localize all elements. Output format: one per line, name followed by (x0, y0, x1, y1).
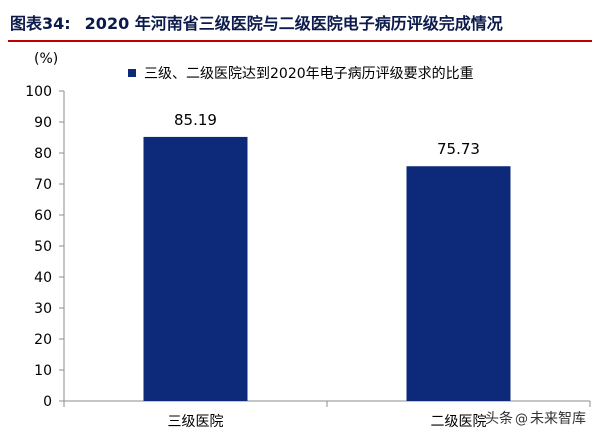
y-tick-label: 10 (34, 363, 52, 379)
figure-title: 2020 年河南省三级医院与二级医院电子病历评级完成情况 (84, 14, 503, 33)
y-tick-label: 20 (34, 332, 52, 348)
figure-number: 图表34: (10, 14, 71, 33)
y-tick-label: 80 (34, 146, 52, 162)
figure-title-bar: 图表34: 2020 年河南省三级医院与二级医院电子病历评级完成情况 (0, 0, 600, 44)
title-divider (8, 40, 592, 42)
bar (406, 166, 511, 401)
axes: (%) 0 10 20 30 40 50 60 70 80 90 100 (25, 51, 591, 410)
watermark: 头条 @ 未来智库 (485, 408, 586, 428)
at-icon: @ (515, 412, 528, 427)
bar (143, 136, 248, 401)
watermark-name: 未来智库 (530, 411, 586, 427)
y-axis-label: (%) (34, 51, 58, 67)
y-tick-label: 0 (43, 394, 52, 410)
data-labels: 85.19 三级医院 75.73 二级医院 (168, 111, 487, 430)
legend-swatch (128, 69, 136, 77)
watermark-prefix: 头条 (485, 411, 513, 427)
y-tick-label: 90 (34, 115, 52, 131)
bars (143, 136, 511, 401)
y-tick-label: 50 (34, 239, 52, 255)
y-tick-label: 40 (34, 270, 52, 286)
x-tick-label: 三级医院 (168, 414, 224, 430)
data-label: 85.19 (174, 111, 217, 129)
legend: 三级、二级医院达到2020年电子病历评级要求的比重 (128, 66, 474, 82)
x-tick-label: 二级医院 (431, 414, 487, 430)
y-tick-label: 60 (34, 208, 52, 224)
legend-label: 三级、二级医院达到2020年电子病历评级要求的比重 (144, 66, 474, 82)
y-tick-label: 30 (34, 301, 52, 317)
y-tick-label: 70 (34, 177, 52, 193)
y-tick-label: 100 (25, 84, 52, 100)
data-label: 75.73 (437, 140, 480, 158)
